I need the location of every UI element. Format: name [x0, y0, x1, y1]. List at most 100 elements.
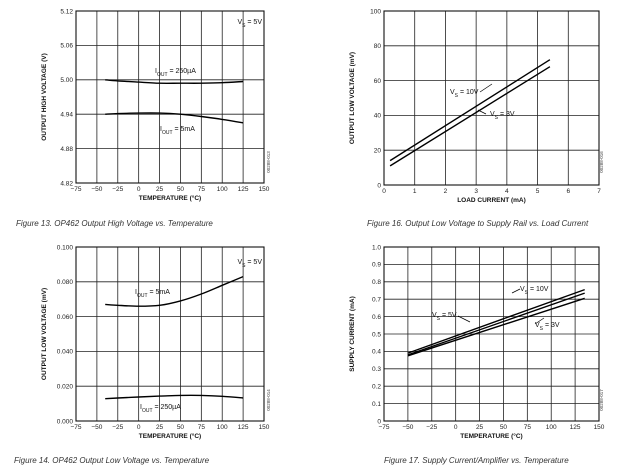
y-tick-label: 0.060 — [57, 314, 74, 321]
series-line — [105, 394, 244, 400]
series-line — [105, 79, 244, 84]
x-tick-label: −50 — [402, 424, 413, 431]
y-tick-label: 0.100 — [57, 244, 74, 251]
y-tick-label: 5.00 — [60, 77, 73, 84]
figure-code: 00288-013 — [266, 151, 271, 173]
series-line — [407, 288, 585, 354]
x-tick-label: 2 — [444, 188, 448, 195]
y-tick-label: 0.4 — [372, 349, 381, 356]
chart-panel-1: −75 −50 −25 0 25 50 75 100 125 150 4.82 4.88 4.94 5.0… — [16, 8, 271, 228]
y-tick-label: 5.12 — [60, 8, 73, 15]
x-tick-label: 125 — [570, 424, 581, 431]
x-axis-title: TEMPERATURE (°C) — [460, 432, 522, 440]
chart-panel-2: 0 1 2 3 4 5 6 7 0 20 40 60 80 100 LOAD CURRENT (mA) OUT… — [349, 8, 604, 228]
series-line — [105, 112, 244, 124]
x-tick-label: 5 — [536, 188, 540, 195]
y-axis-title: SUPPLY CURRENT (mA) — [349, 296, 356, 371]
x-tick-label: 125 — [238, 186, 249, 193]
y-tick-label: 80 — [374, 43, 382, 50]
plot-frame — [383, 246, 600, 422]
x-tick-label: 50 — [177, 186, 185, 193]
x-tick-label: 75 — [198, 424, 206, 431]
x-tick-label: 4 — [505, 188, 509, 195]
y-tick-label: 60 — [374, 78, 382, 85]
y-tick-label: 5.06 — [60, 43, 73, 50]
y-tick-label: 0.9 — [372, 262, 381, 269]
series-label: VS = 10V — [450, 89, 479, 99]
series-label: IOUT = 250µA — [155, 68, 196, 78]
x-tick-label: 25 — [476, 424, 484, 431]
x-tick-label: −75 — [70, 424, 81, 431]
y-tick-label: 0.5 — [372, 331, 381, 338]
y-tick-label: 0.7 — [372, 297, 381, 304]
series-line — [389, 66, 551, 167]
condition-label: VS = 5V — [237, 19, 262, 29]
x-tick-label: 1 — [413, 188, 417, 195]
y-tick-label: 0.020 — [57, 384, 74, 391]
leader-line — [477, 109, 487, 115]
y-tick-label: 4.82 — [60, 180, 73, 187]
x-tick-label: 150 — [259, 424, 270, 431]
x-tick-label: 7 — [597, 188, 601, 195]
y-tick-label: 40 — [374, 113, 382, 120]
series-label: VS = 3V — [535, 322, 560, 332]
figure-code: 00288-016 — [599, 151, 604, 173]
figure-caption: Figure 17. Supply Current/Amplifier vs. … — [384, 456, 569, 465]
plot-frame — [75, 10, 265, 184]
leader-line — [511, 288, 521, 294]
y-tick-label: 0.2 — [372, 384, 381, 391]
chart-panel-3: −75 −50 −25 0 25 50 75 100 125 150 0.000 0.020 0.040… — [14, 244, 271, 465]
x-tick-label: 150 — [594, 424, 605, 431]
chart-panel-4: −75 −50 −25 0 25 50 75 100 125 150 0 0.1 0.2 0.3 0.4 0.… — [349, 244, 605, 465]
x-axis-title: TEMPERATURE (°C) — [139, 194, 201, 202]
figure-code: 00288-017 — [599, 389, 604, 411]
series-label: IOUT = 5mA — [135, 289, 170, 299]
y-tick-label: 20 — [374, 148, 382, 155]
x-tick-label: 50 — [177, 424, 185, 431]
x-axis-title: LOAD CURRENT (mA) — [457, 197, 526, 204]
x-tick-label: 100 — [546, 424, 557, 431]
figure-caption: Figure 13. OP462 Output High Voltage vs.… — [16, 219, 213, 228]
x-tick-label: 0 — [454, 424, 458, 431]
x-tick-label: 50 — [500, 424, 508, 431]
y-tick-label: 4.94 — [60, 112, 73, 119]
y-tick-label: 1.0 — [372, 244, 381, 251]
x-tick-label: −75 — [70, 186, 81, 193]
y-tick-label: 0.3 — [372, 366, 381, 373]
series-line — [407, 297, 585, 357]
y-tick-label: 0.8 — [372, 279, 381, 286]
x-tick-label: −75 — [378, 424, 389, 431]
figure-caption: Figure 14. OP462 Output Low Voltage vs. … — [14, 456, 210, 465]
x-tick-label: −50 — [91, 186, 102, 193]
plot-frame — [383, 10, 600, 186]
y-axis-title: OUTPUT LOW VOLTAGE (mV) — [41, 288, 48, 380]
y-axis-title: OUTPUT HIGH VOLTAGE (V) — [41, 53, 48, 141]
condition-label: VS = 5V — [237, 259, 262, 269]
x-tick-label: 25 — [156, 186, 164, 193]
x-tick-label: −25 — [112, 186, 123, 193]
x-tick-label: 75 — [198, 186, 206, 193]
x-tick-label: 0 — [382, 188, 386, 195]
y-tick-label: 0.1 — [372, 401, 381, 408]
x-tick-label: 150 — [259, 186, 270, 193]
leader-line — [457, 315, 471, 323]
series-line — [105, 275, 244, 307]
y-tick-label: 0.080 — [57, 279, 74, 286]
x-tick-label: 100 — [217, 186, 228, 193]
series-line — [389, 59, 551, 162]
x-tick-label: 100 — [217, 424, 228, 431]
y-tick-label: 4.88 — [60, 146, 73, 153]
x-tick-label: −50 — [91, 424, 102, 431]
y-tick-label: 100 — [370, 8, 381, 15]
series-label: IOUT = 250µA — [140, 404, 181, 414]
x-tick-label: −25 — [112, 424, 123, 431]
x-tick-label: 125 — [238, 424, 249, 431]
x-axis-title: TEMPERATURE (°C) — [139, 432, 201, 440]
x-tick-label: 0 — [137, 424, 141, 431]
leader-line — [479, 83, 493, 93]
x-tick-label: 75 — [524, 424, 532, 431]
series-label: IOUT = 5mA — [160, 126, 195, 136]
y-tick-label: 0.6 — [372, 314, 381, 321]
series-label: VS = 3V — [490, 111, 515, 121]
